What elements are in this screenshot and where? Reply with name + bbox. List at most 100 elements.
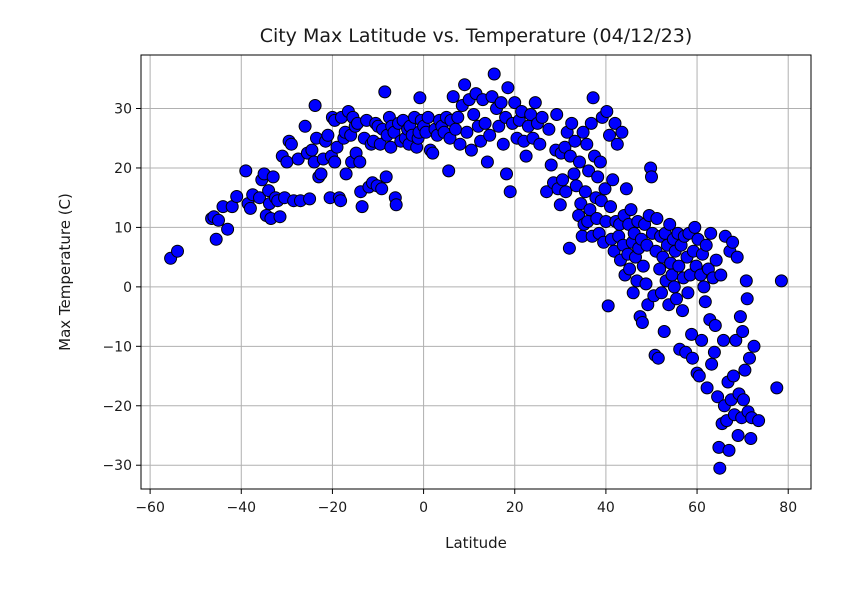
data-point xyxy=(655,286,668,300)
data-point xyxy=(556,173,570,187)
data-point xyxy=(303,192,317,206)
data-point xyxy=(601,299,615,313)
data-point xyxy=(641,298,655,312)
data-point xyxy=(606,173,620,187)
data-point xyxy=(667,280,681,294)
data-point xyxy=(610,137,624,151)
data-point xyxy=(550,108,564,121)
data-point xyxy=(636,259,650,273)
data-point xyxy=(576,125,590,139)
data-point xyxy=(378,85,392,99)
x-tick-label: −20 xyxy=(318,500,348,516)
y-tick-label: 0 xyxy=(123,280,132,296)
data-point xyxy=(740,292,754,306)
data-point xyxy=(483,128,497,142)
data-point xyxy=(298,119,312,133)
plot-frame xyxy=(140,54,812,490)
data-point xyxy=(321,128,335,142)
y-tick-label: −10 xyxy=(102,339,132,355)
data-point xyxy=(653,262,667,276)
data-point xyxy=(704,226,718,240)
data-point xyxy=(474,134,488,148)
data-point xyxy=(221,222,235,236)
data-point xyxy=(586,91,600,105)
data-point xyxy=(442,164,456,178)
data-point xyxy=(464,143,478,157)
data-point xyxy=(314,167,328,181)
data-point xyxy=(619,182,633,196)
data-point xyxy=(626,286,640,300)
data-point xyxy=(739,274,753,288)
data-point xyxy=(451,110,465,124)
data-point xyxy=(639,277,653,291)
data-point xyxy=(339,167,353,181)
data-point xyxy=(574,197,588,211)
data-point xyxy=(171,244,184,258)
data-point xyxy=(328,155,342,169)
y-tick-label: −30 xyxy=(102,458,132,474)
y-axis-label: Max Temperature (C) xyxy=(56,193,74,351)
data-point xyxy=(709,253,723,267)
data-point xyxy=(700,381,714,395)
data-point xyxy=(731,429,745,442)
data-point xyxy=(389,198,403,212)
data-point xyxy=(501,81,515,95)
data-point xyxy=(600,105,614,118)
data-point xyxy=(330,140,344,154)
data-point xyxy=(744,432,758,445)
y-tick-label: 20 xyxy=(114,161,132,177)
data-point xyxy=(698,295,712,309)
data-point xyxy=(707,345,721,359)
data-point xyxy=(565,116,579,130)
data-point xyxy=(212,213,225,227)
y-tick-label: 10 xyxy=(114,220,132,236)
x-tick-label: 20 xyxy=(506,500,524,516)
data-point xyxy=(563,149,577,163)
data-point xyxy=(736,325,750,338)
data-point xyxy=(559,185,573,199)
data-point xyxy=(717,333,730,347)
data-point xyxy=(713,461,727,475)
data-point xyxy=(695,333,709,347)
data-point xyxy=(569,179,583,193)
data-point xyxy=(624,203,638,217)
data-point xyxy=(487,67,501,81)
data-point xyxy=(533,137,547,151)
data-point xyxy=(580,137,594,151)
data-point xyxy=(608,116,622,130)
data-point xyxy=(591,170,605,184)
x-tick-label: −60 xyxy=(135,500,165,516)
data-point xyxy=(708,319,722,332)
data-point xyxy=(657,325,671,338)
data-point xyxy=(273,210,287,224)
data-point xyxy=(467,108,481,121)
data-point xyxy=(519,149,533,163)
data-point xyxy=(623,262,637,276)
data-point xyxy=(375,182,389,196)
data-point xyxy=(604,200,617,214)
data-point xyxy=(594,194,608,208)
data-point xyxy=(503,185,517,199)
data-point xyxy=(730,250,744,264)
data-point xyxy=(426,146,440,160)
data-point xyxy=(686,351,699,365)
data-point xyxy=(384,140,398,154)
data-point xyxy=(355,200,369,214)
x-tick-label: 40 xyxy=(597,500,615,516)
data-point xyxy=(726,235,740,249)
data-point xyxy=(458,78,472,92)
y-tick-label: −20 xyxy=(102,399,132,415)
data-point xyxy=(528,96,542,110)
data-point xyxy=(544,158,558,172)
data-point xyxy=(711,390,725,404)
data-point xyxy=(692,369,706,383)
data-point xyxy=(334,194,348,208)
data-point xyxy=(584,116,598,130)
data-point xyxy=(650,212,664,225)
y-tick-label: 30 xyxy=(114,102,132,118)
data-point xyxy=(722,443,736,457)
data-point xyxy=(478,116,492,130)
data-point xyxy=(542,122,556,136)
data-point xyxy=(239,164,253,178)
